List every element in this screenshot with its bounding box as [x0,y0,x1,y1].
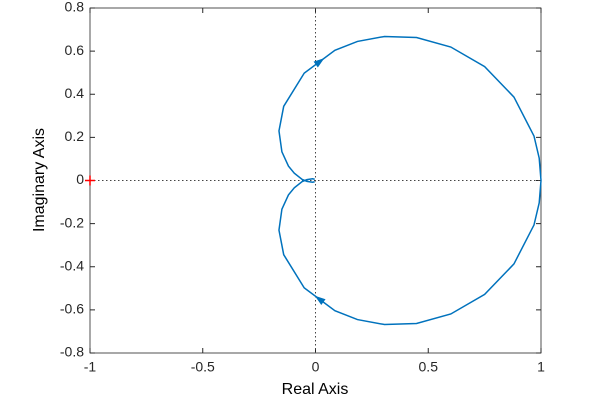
x-tick-label: 0 [312,359,320,375]
y-tick-label: 0.4 [65,85,85,101]
y-tick-label: -0.8 [60,344,84,360]
x-tick-label: 1 [537,359,545,375]
critical-point [85,175,95,186]
y-tick-label: -0.6 [60,301,84,317]
y-tick-label: 0.6 [65,42,85,58]
y-tick-label: 0.2 [65,128,85,144]
y-tick-label: 0.8 [65,0,85,15]
y-tick-label: 0 [76,171,84,187]
y-tick-label: -0.4 [60,257,84,273]
x-tick-label: 0.5 [419,359,439,375]
direction-arrow [313,58,325,68]
x-tick-label: -0.5 [191,359,215,375]
direction-arrow [314,295,326,306]
y-tick-label: -0.2 [60,214,84,230]
x-tick-label: -1 [84,359,97,375]
y-axis-label: Imaginary Axis [31,128,48,232]
x-axis-label: Real Axis [282,381,349,398]
